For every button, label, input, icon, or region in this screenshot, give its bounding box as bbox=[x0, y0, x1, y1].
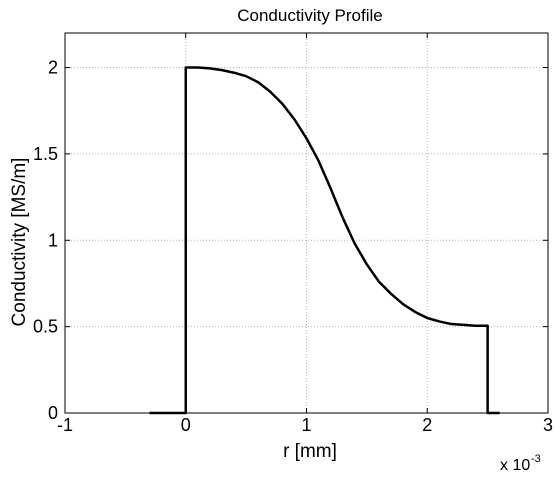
x-tick-label: 1 bbox=[301, 415, 311, 435]
y-tick-label: 0 bbox=[48, 403, 58, 423]
y-tick-label: 0.5 bbox=[33, 317, 58, 337]
x-axis-label: r [mm] bbox=[283, 441, 337, 462]
x-tick-labels: -1 0 1 2 3 bbox=[57, 415, 553, 435]
x-tick-label: -1 bbox=[57, 415, 73, 435]
x-tick-label: 2 bbox=[422, 415, 432, 435]
grid-lines bbox=[65, 33, 548, 413]
x-scale-factor: x 10 -3 bbox=[500, 453, 541, 474]
y-tick-labels: 0 0.5 1 1.5 2 bbox=[33, 58, 58, 423]
plot-frame bbox=[64, 32, 549, 414]
y-tick-label: 1.5 bbox=[33, 144, 58, 164]
y-tick-label: 1 bbox=[48, 230, 58, 250]
x-tick-label: 3 bbox=[543, 415, 553, 435]
chart-title: Conductivity Profile bbox=[237, 6, 383, 25]
y-tick-label: 2 bbox=[48, 58, 58, 78]
x-scale-factor-exponent: -3 bbox=[531, 453, 541, 465]
y-axis-label: Conductivity [MS/m] bbox=[9, 158, 30, 327]
x-tick-label: 0 bbox=[181, 415, 191, 435]
conductivity-series-line bbox=[149, 66, 500, 415]
x-scale-factor-base: x 10 bbox=[500, 457, 530, 474]
